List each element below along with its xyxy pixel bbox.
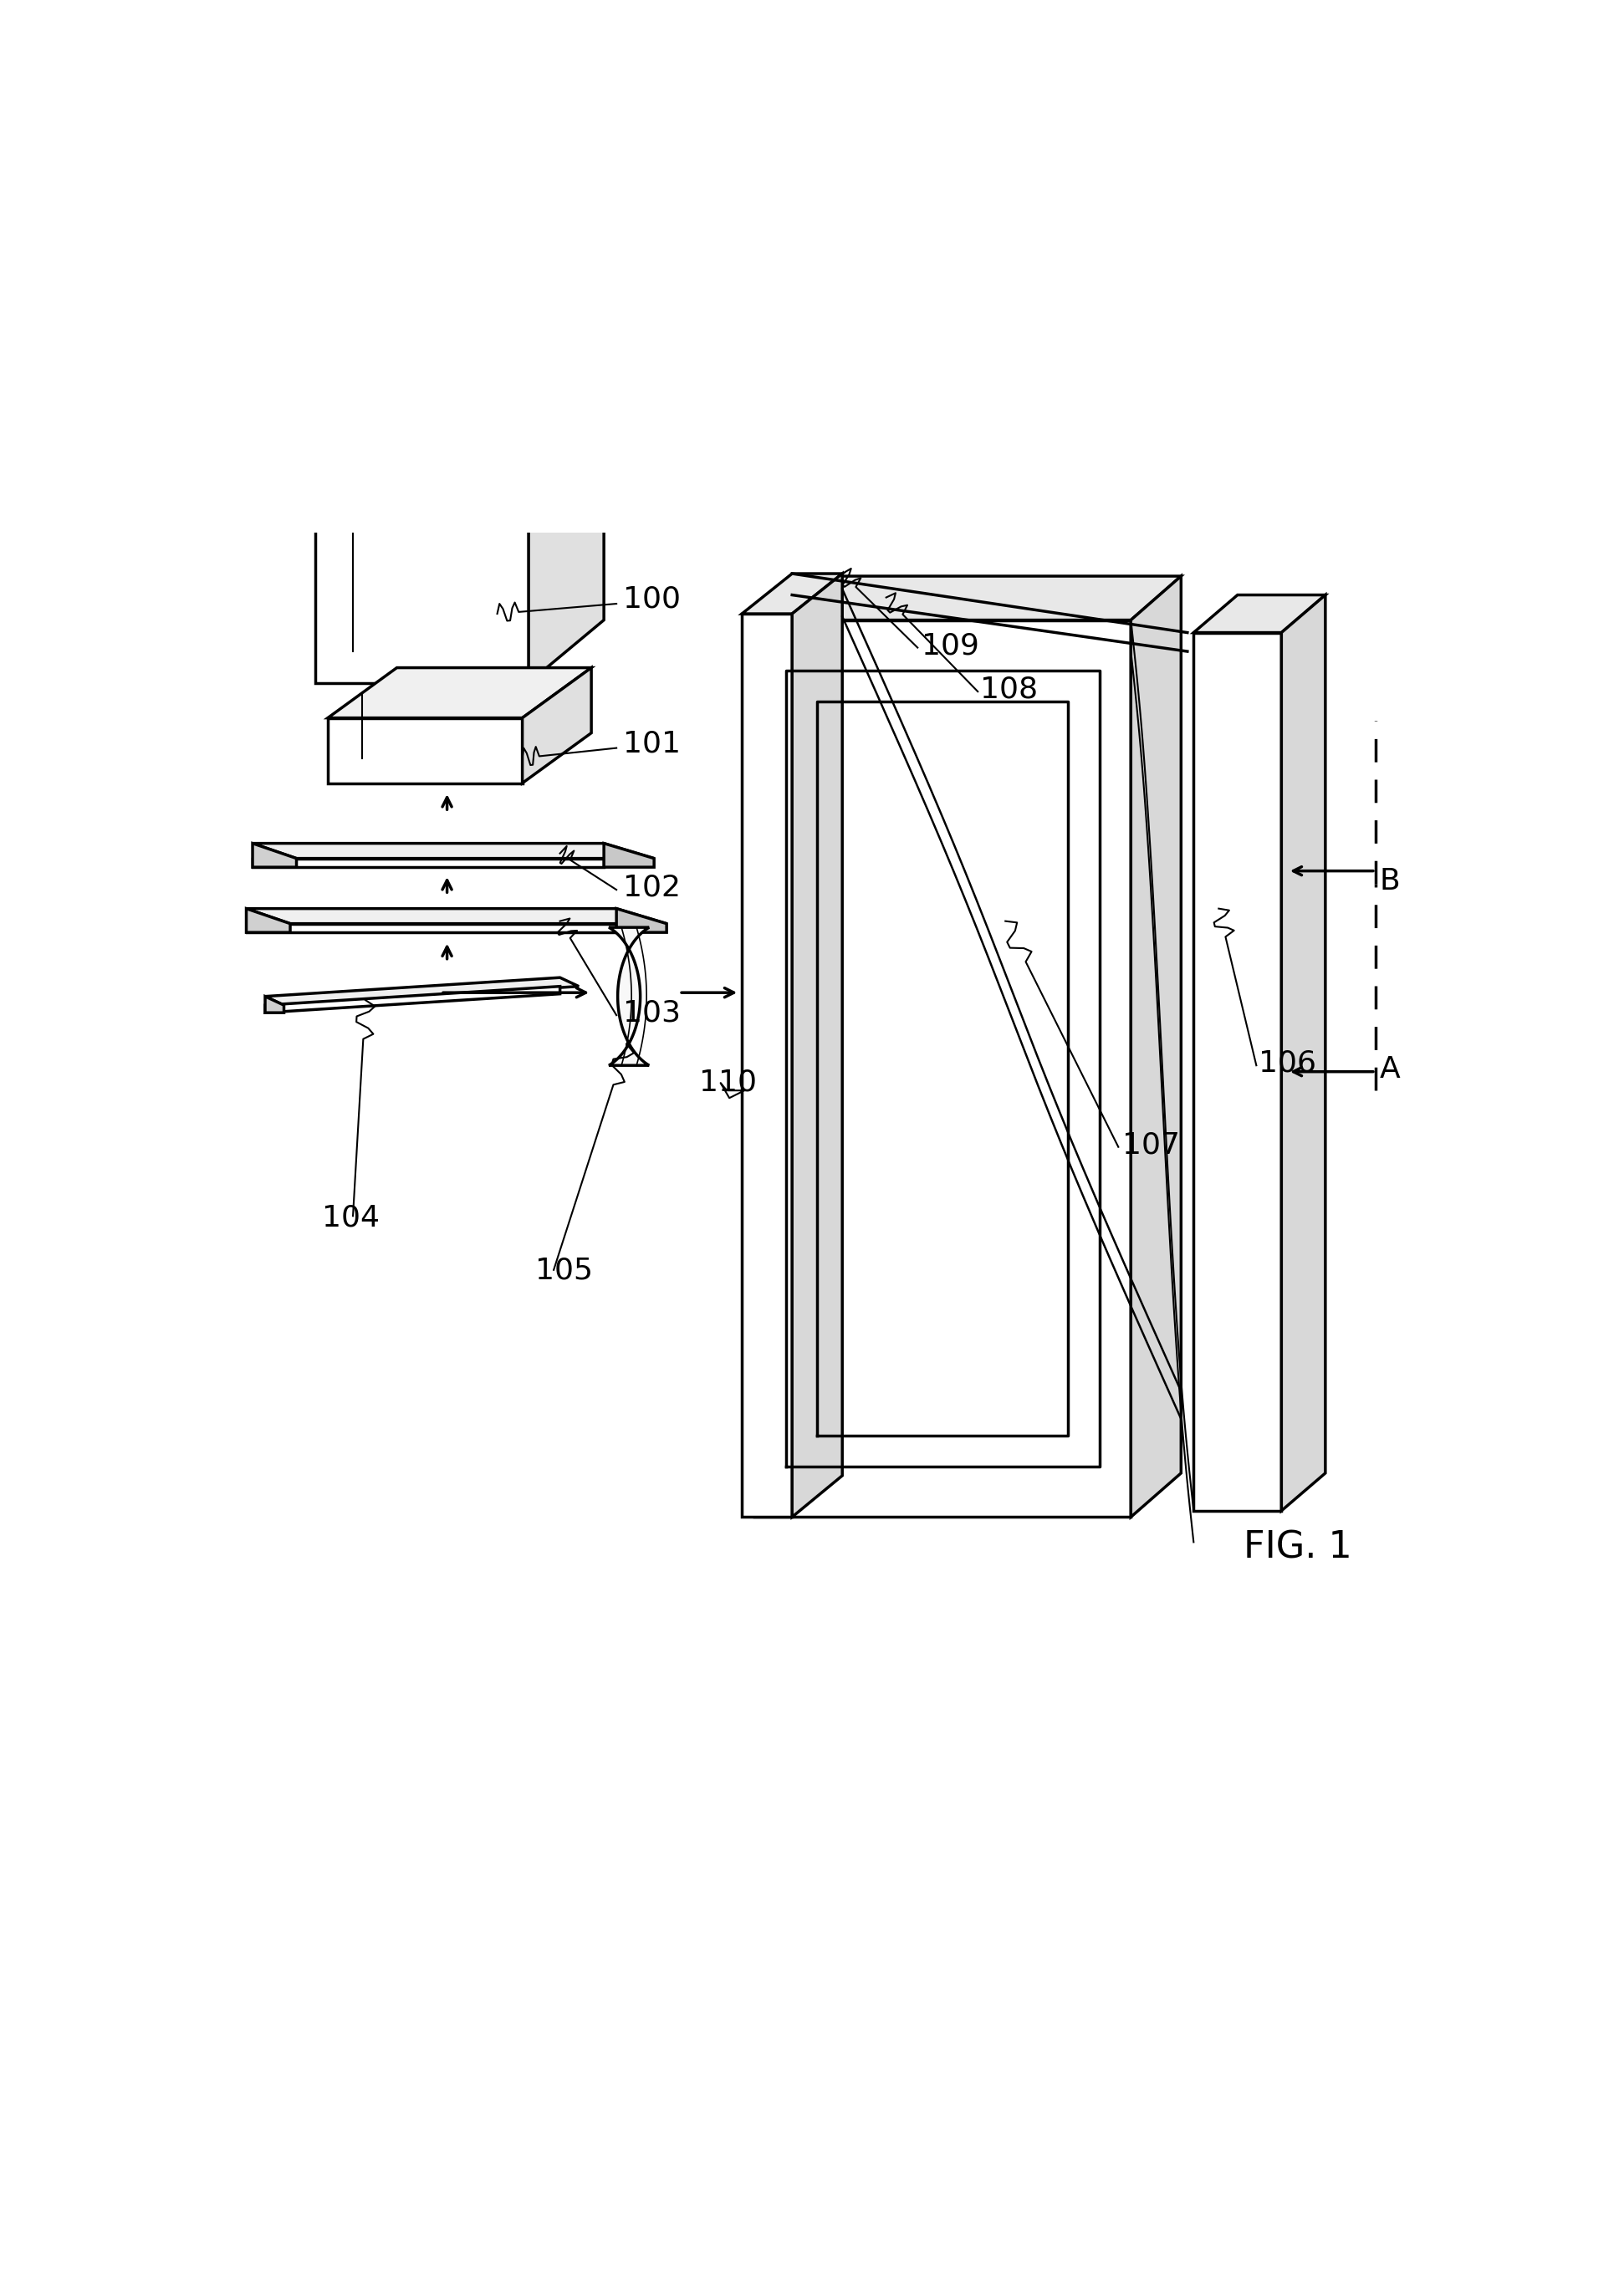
Polygon shape [327,668,591,719]
Text: 102: 102 [623,872,680,902]
Polygon shape [742,613,792,1518]
Polygon shape [754,620,1130,1518]
Polygon shape [316,445,604,507]
Polygon shape [253,843,654,859]
Text: 107: 107 [1122,1130,1180,1159]
Polygon shape [253,843,296,868]
Polygon shape [316,507,528,682]
Text: 103: 103 [623,999,680,1026]
Polygon shape [253,859,604,868]
Polygon shape [1282,595,1326,1511]
Polygon shape [523,668,591,783]
Text: 106: 106 [1260,1049,1316,1077]
Text: 108: 108 [981,675,1038,703]
Polygon shape [754,576,1182,620]
Polygon shape [617,909,667,932]
Text: 110: 110 [699,1068,758,1095]
Polygon shape [742,574,842,613]
Polygon shape [266,978,580,1006]
Polygon shape [609,928,649,1065]
Text: 105: 105 [534,1256,593,1283]
Text: 109: 109 [921,631,979,659]
Polygon shape [266,987,560,1013]
Polygon shape [1193,634,1282,1511]
Polygon shape [792,574,842,1518]
Polygon shape [1130,576,1182,1518]
Polygon shape [1193,595,1326,634]
Text: FIG. 1: FIG. 1 [1243,1529,1352,1566]
Text: A: A [1379,1056,1400,1084]
Polygon shape [327,719,523,783]
Polygon shape [266,996,283,1013]
Polygon shape [246,923,617,932]
Text: B: B [1379,868,1400,895]
Polygon shape [604,843,654,868]
Text: 100: 100 [623,585,680,613]
Polygon shape [246,909,290,932]
Text: 104: 104 [322,1203,379,1233]
Text: 101: 101 [623,730,680,758]
Polygon shape [528,445,604,682]
Polygon shape [246,909,667,923]
